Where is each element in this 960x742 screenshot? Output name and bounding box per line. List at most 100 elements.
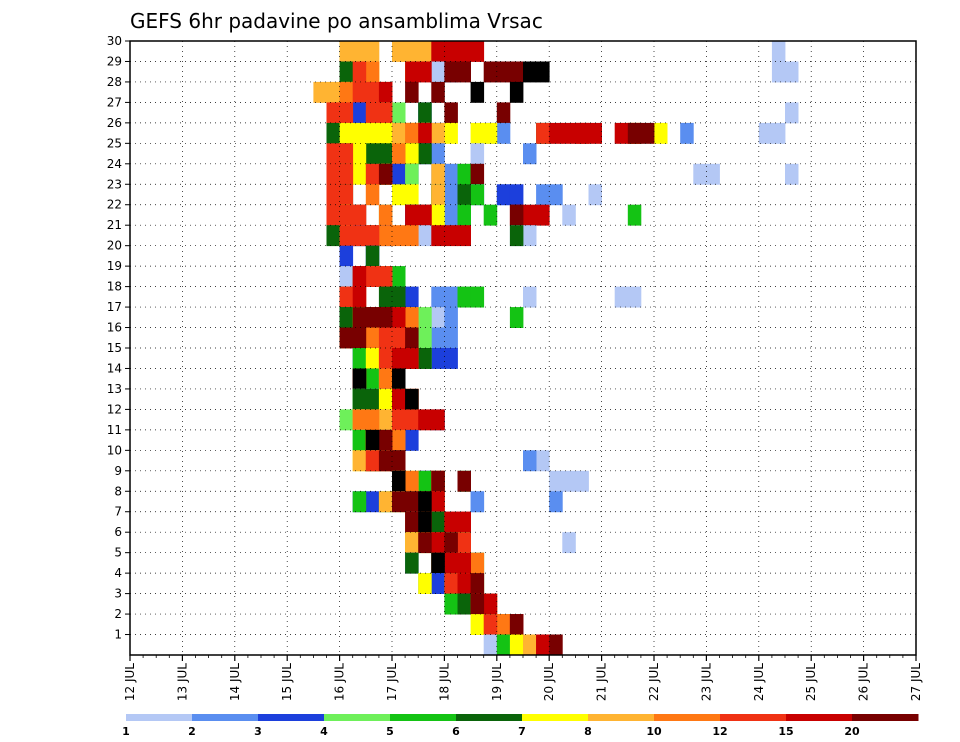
heatmap-cell: [496, 122, 511, 144]
heatmap-cell: [470, 614, 485, 635]
heatmap-cell: [378, 122, 393, 144]
y-tick-label: 17: [107, 300, 122, 314]
y-tick-label: 22: [107, 198, 122, 212]
y-tick-label: 4: [114, 566, 122, 580]
heatmap-cell: [352, 163, 367, 185]
heatmap-cell: [457, 225, 471, 247]
heatmap-cell: [352, 491, 367, 513]
y-axis: 1234567891011121314151617181920212223242…: [107, 34, 130, 642]
heatmap-cell: [509, 634, 524, 656]
heatmap-cell: [431, 184, 445, 206]
heatmap-cell: [339, 409, 354, 431]
y-tick-label: 26: [107, 116, 122, 130]
x-tick-label: 16 JUL: [333, 663, 347, 701]
heatmap-cell: [378, 450, 393, 472]
heatmap-cell: [378, 307, 393, 328]
legend-label: 6: [452, 725, 460, 738]
heatmap-cell: [536, 450, 550, 472]
y-tick-label: 23: [107, 177, 122, 191]
heatmap-cell: [392, 307, 406, 328]
legend-label: 12: [712, 725, 727, 738]
heatmap-cell: [457, 184, 471, 206]
y-tick-label: 15: [107, 341, 122, 355]
heatmap-cell: [392, 348, 406, 369]
heatmap-cell: [365, 122, 380, 144]
heatmap-cell: [365, 143, 380, 165]
legend-label: 1: [122, 725, 130, 738]
heatmap-cell: [365, 102, 380, 124]
heatmap-cell: [352, 286, 367, 308]
heatmap-cell: [352, 204, 367, 226]
heatmap-cell: [431, 307, 445, 328]
heatmap-cell: [470, 143, 485, 165]
heatmap-cell: [431, 204, 445, 226]
heatmap-cell: [431, 573, 445, 594]
heatmap-cell: [339, 307, 354, 328]
heatmap-cell: [431, 491, 445, 513]
heatmap-cell: [392, 491, 406, 513]
heatmap-cell: [470, 184, 485, 206]
heatmap-cell: [392, 368, 406, 390]
x-tick-label: 15 JUL: [280, 663, 294, 701]
grid-lines: [130, 40, 916, 655]
heatmap-cell: [352, 388, 367, 410]
heatmap-cell: [680, 122, 694, 144]
heatmap-cell: [562, 470, 576, 492]
heatmap-cell: [431, 163, 445, 185]
heatmap-cell: [444, 61, 458, 83]
heatmap-cell: [339, 81, 354, 103]
heatmap-cell: [549, 491, 563, 513]
heatmap-cell: [483, 204, 498, 226]
heatmap-cell: [418, 41, 432, 62]
heatmap-cell: [365, 327, 380, 349]
heatmap-cell: [405, 552, 419, 574]
heatmap-cell: [549, 184, 563, 206]
y-tick-label: 6: [114, 525, 122, 539]
heatmap-cell: [365, 307, 380, 328]
heatmap-cell: [444, 204, 458, 226]
x-tick-label: 21 JUL: [595, 663, 609, 701]
heatmap-cell: [365, 266, 380, 287]
y-tick-label: 14: [107, 361, 122, 375]
heatmap-cell: [352, 327, 367, 349]
heatmap-cell: [418, 327, 432, 349]
heatmap-cell: [444, 41, 458, 62]
heatmap-cell: [418, 573, 432, 594]
x-tick-label: 17 JUL: [385, 663, 399, 701]
heatmap-cell: [392, 470, 406, 492]
x-axis: 12 JUL 13 JUL 14 JUL 15 JUL 16 JUL 17 JUL 18 J…: [123, 655, 923, 701]
y-tick-label: 12: [107, 402, 122, 416]
heatmap-cell: [523, 204, 537, 226]
heatmap-cell: [431, 41, 445, 62]
heatmap-cell: [771, 41, 786, 62]
heatmap-cell: [509, 614, 524, 635]
heatmap-cell: [392, 122, 406, 144]
heatmap-cell: [640, 122, 655, 144]
heatmap-cell: [496, 634, 511, 656]
y-tick-label: 13: [107, 382, 122, 396]
legend-swatch: [126, 714, 193, 721]
y-tick-label: 2: [114, 607, 122, 621]
heatmap-cell: [470, 163, 485, 185]
heatmap-cell: [339, 266, 354, 287]
heatmap-cell: [470, 491, 485, 513]
heatmap-cell: [523, 225, 537, 247]
heatmap-cell: [444, 307, 458, 328]
y-tick-label: 28: [107, 75, 122, 89]
heatmap-cell: [378, 327, 393, 349]
heatmap-cell: [352, 368, 367, 390]
heatmap-cell: [392, 41, 406, 62]
y-tick-label: 5: [114, 546, 122, 560]
heatmap-cell: [378, 429, 393, 451]
legend-swatch: [258, 714, 325, 721]
heatmap-cell: [457, 573, 471, 594]
heatmap-cell: [483, 634, 498, 656]
heatmap-cell: [405, 327, 419, 349]
heatmap-cell: [365, 184, 380, 206]
x-tick-label: 22 JUL: [647, 663, 661, 701]
heatmap-cell: [378, 225, 393, 247]
heatmap-cell: [352, 266, 367, 287]
y-tick-label: 9: [114, 464, 122, 478]
heatmap-cell: [365, 81, 380, 103]
